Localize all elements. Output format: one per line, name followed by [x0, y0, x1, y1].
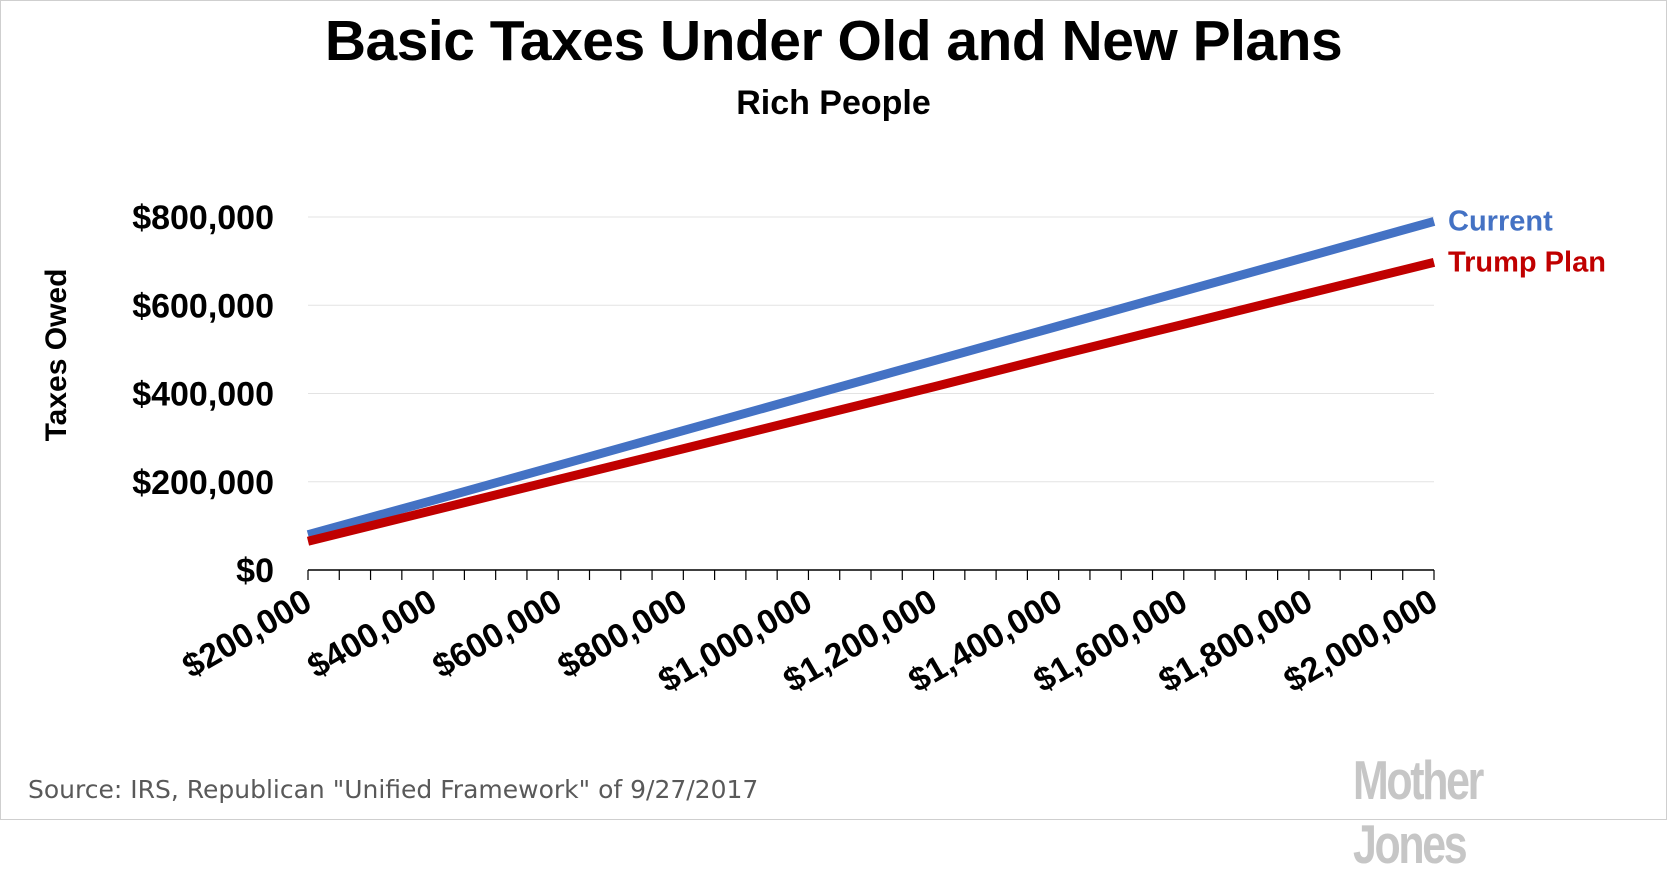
series-label: Trump Plan [1448, 246, 1606, 278]
gridlines [308, 216, 1434, 483]
x-tick-label: $600,000 [426, 582, 568, 686]
y-axis: $0 $200,000 $400,000 $600,000 $800,000 [132, 199, 274, 590]
y-tick-label: $0 [236, 552, 274, 590]
y-axis-label: Taxes Owed [40, 269, 73, 442]
y-tick-label: $400,000 [132, 376, 274, 414]
chart-subtitle: Rich People [736, 84, 931, 122]
series-line-current [306, 217, 1436, 540]
series-lines [306, 217, 1436, 546]
source-note: Source: IRS, Republican "Unified Framewo… [28, 775, 759, 804]
x-axis: $200,000$400,000$600,000$800,000$1,000,0… [176, 569, 1444, 700]
series-label: Current [1448, 205, 1553, 237]
y-tick-label: $200,000 [132, 464, 274, 502]
logo: Mother Jones [1353, 749, 1484, 875]
series-labels: Current Trump Plan [1448, 205, 1606, 278]
line-chart: $200,000$400,000$600,000$800,000$1,000,0… [40, 199, 1606, 700]
series-line-trump-plan [306, 258, 1436, 546]
x-tick-label: $400,000 [301, 582, 443, 686]
chart-title: Basic Taxes Under Old and New Plans [324, 9, 1343, 73]
y-tick-label: $600,000 [132, 287, 274, 325]
y-tick-label: $800,000 [132, 199, 274, 237]
x-tick-label: $200,000 [176, 582, 318, 686]
